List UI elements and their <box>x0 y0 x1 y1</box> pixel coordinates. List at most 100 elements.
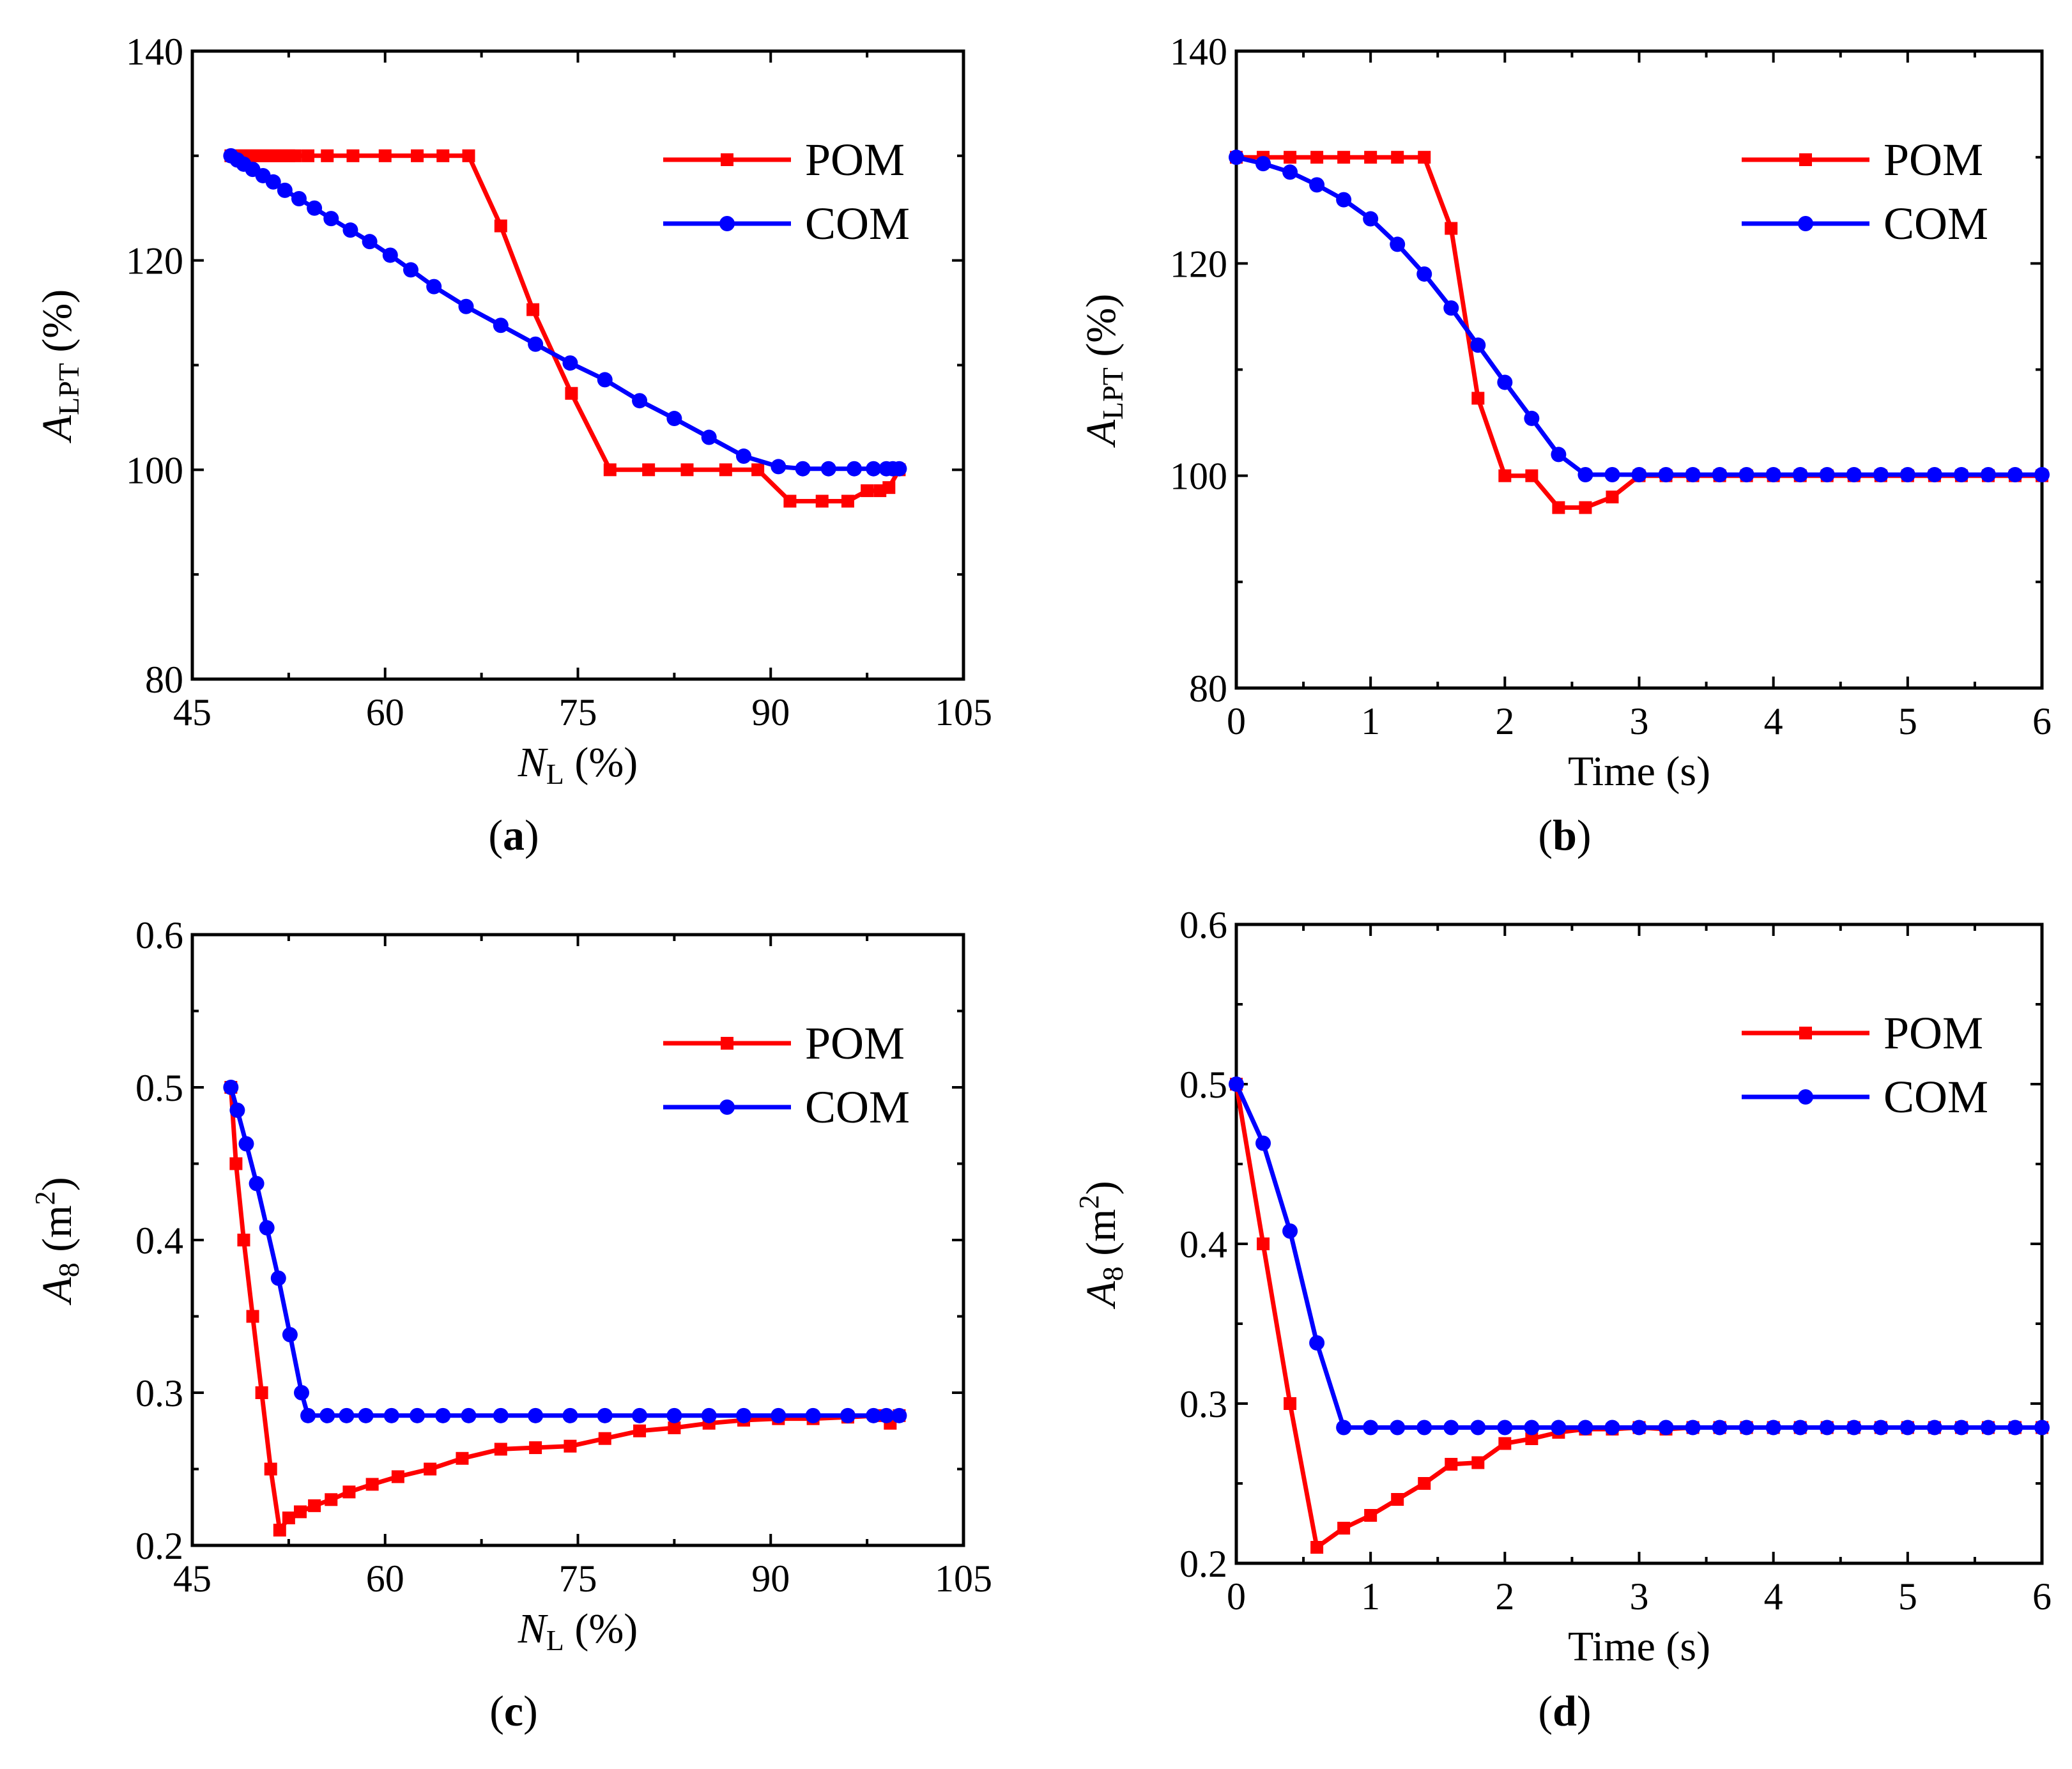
legend-label: POM <box>805 1018 905 1069</box>
data-point-com <box>458 298 474 314</box>
data-point-pom <box>1525 469 1539 482</box>
data-point-com <box>1551 447 1567 463</box>
chart-panel-c: 45 60 75 90 105 0.2 0.3 0.4 0.5 0.6 NL (%) A8 (m2) P… <box>29 914 992 1735</box>
data-point-pom <box>255 1386 268 1399</box>
y-tick-label: 120 <box>1170 243 1227 285</box>
x-tick-label: 90 <box>751 1558 790 1600</box>
legend-entry-pom: POM <box>1742 1007 1983 1059</box>
legend-label: COM <box>805 1082 910 1133</box>
data-point-pom <box>424 1462 437 1476</box>
data-point-pom <box>1257 1237 1270 1250</box>
data-point-pom <box>1418 1477 1431 1490</box>
data-point-com <box>1551 1420 1567 1436</box>
series-pom <box>1230 1078 2048 1554</box>
data-point-com <box>701 429 717 445</box>
data-point-com <box>1873 467 1889 483</box>
y-axis-label-unit: (m <box>1078 1209 1124 1266</box>
data-point-com <box>866 461 882 477</box>
data-point-pom <box>293 1505 307 1519</box>
data-point-pom <box>680 463 694 477</box>
y-tick-label: 0.4 <box>1179 1223 1227 1266</box>
data-point-com <box>307 200 323 216</box>
data-point-pom <box>1498 1437 1512 1450</box>
data-point-com <box>666 411 682 427</box>
data-point-com <box>1631 1420 1647 1436</box>
data-point-com <box>2034 1420 2050 1436</box>
data-point-com <box>1577 1420 1593 1436</box>
data-point-com <box>879 1407 894 1423</box>
y-axis-label-sub: 8 <box>52 1262 85 1277</box>
x-tick-label: 75 <box>559 691 597 733</box>
y-axis-label-unit2: ) <box>1078 1181 1124 1195</box>
data-point-com <box>1846 467 1862 483</box>
data-point-com <box>1443 1420 1459 1436</box>
series-com <box>223 1080 907 1423</box>
data-point-com <box>771 459 787 475</box>
caption-paren-open: ( <box>488 811 503 859</box>
data-point-pom <box>1391 1493 1404 1506</box>
x-axis-label-sub: L <box>546 758 564 790</box>
x-tick-label: 2 <box>1495 700 1514 742</box>
data-point-com <box>632 1407 648 1423</box>
data-point-pom <box>288 149 302 162</box>
data-point-com <box>840 1407 856 1423</box>
x-tick-label: 1 <box>1361 700 1380 742</box>
data-point-pom <box>456 1451 469 1465</box>
data-point-com <box>1309 177 1325 193</box>
y-tick-label: 80 <box>145 659 183 701</box>
data-point-com <box>795 461 811 477</box>
x-tick-label: 2 <box>1495 1575 1514 1618</box>
data-point-com <box>847 461 863 477</box>
y-axis-label-sub: LPT <box>1096 367 1129 420</box>
x-tick-label: 60 <box>366 691 404 733</box>
legend-entry-com: COM <box>1742 198 1988 249</box>
data-point-com <box>1685 467 1701 483</box>
y-axis-label-sup: 2 <box>1073 1195 1105 1209</box>
caption-paren-close: ) <box>1577 811 1592 859</box>
data-point-com <box>1980 1420 1996 1436</box>
data-point-com <box>259 1220 275 1236</box>
caption-paren-open: ( <box>1538 1687 1553 1735</box>
y-tick-label: 0.4 <box>135 1220 183 1262</box>
data-point-com <box>342 222 358 238</box>
legend-label: POM <box>805 134 905 185</box>
series-pom <box>224 1081 906 1537</box>
y-tick-label: 0.2 <box>1179 1543 1227 1585</box>
legend-entry-com: COM <box>1742 1071 1988 1122</box>
y-tick-label: 140 <box>1170 31 1227 73</box>
x-axis-label-unit: (%) <box>564 739 638 786</box>
data-point-com <box>1282 164 1298 180</box>
legend-marker <box>719 216 735 231</box>
series-com <box>1229 1076 2050 1436</box>
data-point-pom <box>1471 392 1485 405</box>
data-point-pom <box>1498 469 1512 482</box>
data-point-com <box>223 1080 239 1095</box>
data-point-pom <box>302 149 315 162</box>
data-point-pom <box>1445 222 1458 235</box>
data-point-com <box>2007 467 2023 483</box>
data-point-com <box>339 1407 355 1423</box>
legend-label: COM <box>1884 1071 1988 1122</box>
y-axis-label-unit: (%) <box>34 289 81 363</box>
x-tick-label: 90 <box>751 691 790 733</box>
data-point-com <box>1309 1335 1325 1351</box>
data-point-com <box>1470 1420 1486 1436</box>
series-line-pom <box>228 1085 902 1533</box>
data-point-com <box>277 182 293 198</box>
data-point-com <box>1577 467 1593 483</box>
data-point-pom <box>494 219 507 233</box>
data-point-com <box>1336 192 1352 208</box>
x-axis-label-main: N <box>518 739 549 786</box>
data-point-com <box>1738 1420 1754 1436</box>
data-point-com <box>1819 1420 1835 1436</box>
data-point-com <box>291 191 307 207</box>
x-tick-label: 5 <box>1898 1575 1917 1618</box>
data-point-pom <box>264 1462 277 1476</box>
legend-label: COM <box>1884 198 1988 249</box>
data-point-com <box>1953 1420 1969 1436</box>
data-point-com <box>1255 156 1271 172</box>
x-tick-label: 3 <box>1630 1575 1649 1618</box>
x-tick-label: 105 <box>935 691 992 733</box>
